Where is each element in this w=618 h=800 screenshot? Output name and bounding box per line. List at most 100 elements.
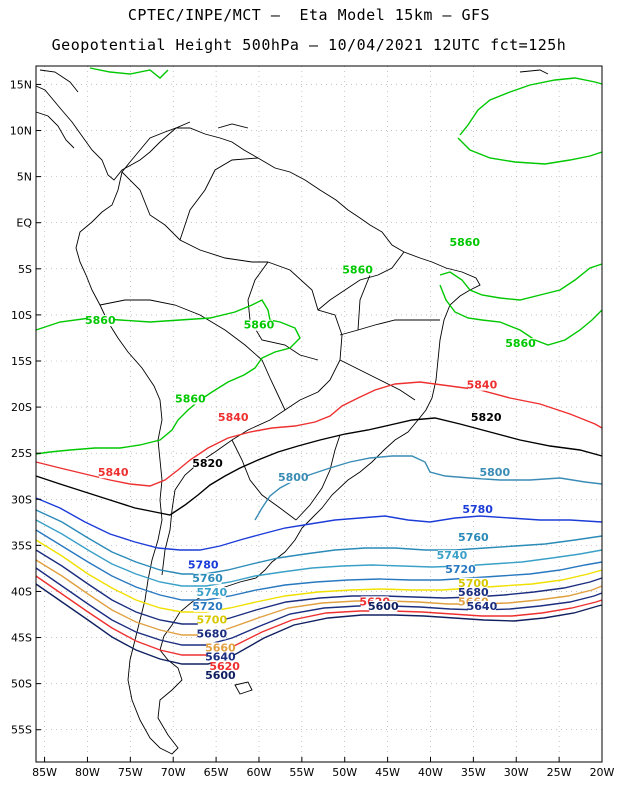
contour-label-bg [206,651,235,663]
contour-label-5780: 5780 [462,503,493,516]
latitude-tick-labels: 15N 10N 5N EQ 5S 10S 15S 20S 25S 30S 35S 40S 45S 50S 5… [10,78,41,737]
chart-title-line1: CPTEC/INPE/MCT – Eta Model 15km – GFS [127,6,491,24]
lon-tick-label: 50W [332,766,357,779]
contour-5600 [35,583,603,665]
contour-label-5680: 5680 [458,586,489,599]
contour-5620 [35,575,603,656]
contour-label-5600: 5600 [368,600,399,613]
contour-label-bg [206,642,235,654]
contour-label-bg [219,411,248,423]
contour-label-bg [446,564,475,576]
lon-tick-label: 85W [32,766,57,779]
contour-label-5820: 5820 [471,411,502,424]
contour-label-5840: 5840 [218,411,249,424]
lat-tick-label: 35S [11,539,32,552]
contour-label-bg [197,587,226,599]
contour-label-5780: 5780 [188,558,219,571]
contour-5820 [35,417,603,516]
contour-label-5800: 5800 [479,466,510,479]
contour-label-5840: 5840 [467,379,498,392]
contour-label-5680: 5680 [196,628,227,641]
contour-5680 [35,549,603,625]
chart-title-line2: Geopotential Height 500hPa – 10/04/2021 … [51,36,567,54]
land-outline [35,69,549,755]
lat-tick-label: 20S [11,401,32,414]
contour-label-bg [459,577,488,589]
lat-tick-label: 10N [10,125,32,138]
contour-5640 [35,567,603,646]
contour-label-bg [343,264,372,276]
contour-label-5620: 5620 [209,660,240,673]
contour-label-bg [193,600,222,612]
contour-label-5860: 5860 [244,319,275,332]
contour-label-5660: 5660 [205,641,236,654]
contour-label-bg [197,614,226,626]
contour-label-bg [197,628,226,640]
contour-label-5860: 5860 [85,314,116,327]
contour-5840 [35,381,603,487]
contour-5800 [254,455,603,521]
contour-label-bg [99,467,128,479]
lon-tick-label: 25W [547,766,572,779]
contour-5860-brazil [439,263,603,346]
contour-label-bg [206,670,235,682]
lat-tick-label: 5S [18,263,32,276]
contour-label-bg [506,338,535,350]
lat-tick-label: EQ [16,217,32,230]
lon-tick-label: 55W [289,766,314,779]
lon-tick-label: 45W [375,766,400,779]
contour-label-bg [210,660,239,672]
contour-5860-main [35,299,301,455]
contour-label-5740: 5740 [437,549,468,562]
contour-label-bg [86,315,115,327]
contour-5860-atlantic-north [457,77,603,165]
contour-label-bg [472,411,501,423]
lon-tick-label: 35W [461,766,486,779]
contour-5780 [35,497,603,551]
contour-label-5740: 5740 [196,586,227,599]
lat-tick-label: 30S [11,493,32,506]
contour-label-5840: 5840 [98,466,129,479]
contour-label-5760: 5760 [458,531,489,544]
contour-label-bg [189,559,218,571]
lat-tick-label: 10S [11,309,32,322]
lat-tick-label: 15N [10,78,32,91]
lon-tick-label: 20W [590,766,615,779]
contour-5760 [35,509,603,575]
lat-tick-label: 50S [11,678,32,691]
contour-5660 [35,559,603,636]
longitude-tick-labels: 85W 80W 75W 70W 65W 60W 55W 50W 45W 40W 35W 30W 25W 2… [32,757,615,779]
contour-label-5860: 5860 [175,392,206,405]
contour-label-bg [467,379,496,391]
contour-label-bg [369,600,398,612]
contour-label-5720: 5720 [445,563,476,576]
map-frame [35,65,603,763]
lat-tick-label: 15S [11,355,32,368]
contour-5740 [35,519,603,587]
contour-label-5640: 5640 [205,651,236,664]
contour-label-bg [480,467,509,479]
lon-tick-label: 70W [161,766,186,779]
contour-label-5860: 5860 [505,337,536,350]
contour-5720 [35,529,603,601]
contour-label-bg [459,531,488,543]
grid-lines [36,66,603,762]
contour-label-bg [244,319,273,331]
contour-labels: 5860 5860 5860 5860 5860 5860 5840 5840 5840 5820… [85,236,536,682]
contour-label-5820: 5820 [192,457,223,470]
contour-label-bg [450,236,479,248]
contour-label-5860: 5860 [449,236,480,249]
lat-tick-label: 5N [17,171,32,184]
contour-label-5720: 5720 [192,600,223,613]
contour-label-bg [193,573,222,585]
contour-label-bg [193,458,222,470]
lat-tick-label: 55S [11,724,32,737]
lon-tick-label: 40W [418,766,443,779]
contour-label-5600: 5600 [205,669,236,682]
lon-tick-label: 60W [247,766,272,779]
contour-label-bg [437,550,466,562]
contour-label-bg [176,393,205,405]
contour-label-5800: 5800 [278,471,309,484]
contour-label-bg [467,600,496,612]
